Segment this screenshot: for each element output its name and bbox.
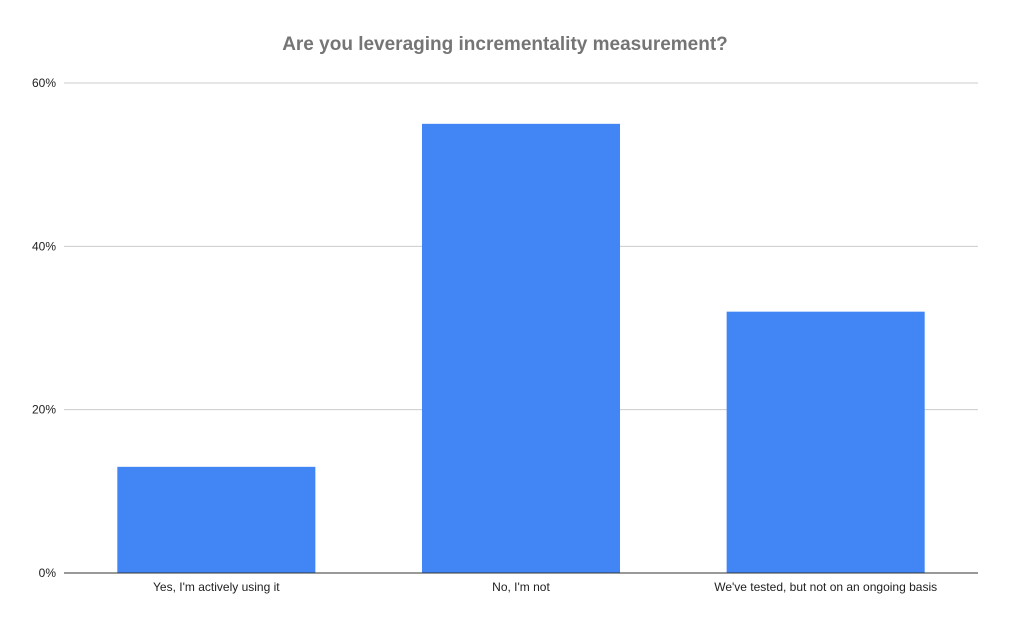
chart-title: Are you leveraging incrementality measur… <box>282 34 728 55</box>
bar <box>421 123 621 573</box>
x-tick-label: No, I'm not <box>492 580 550 594</box>
y-axis-tick-labels: 0% 20% 40% 60% <box>32 76 56 580</box>
x-axis-category-labels: Yes, I'm actively using it No, I'm not We'… <box>153 580 937 594</box>
y-tick-label: 20% <box>32 403 56 417</box>
y-tick-label: 0% <box>39 566 57 580</box>
bar <box>726 311 925 573</box>
x-tick-label: We've tested, but not on an ongoing basi… <box>714 580 937 594</box>
bars <box>117 123 925 573</box>
y-tick-label: 60% <box>32 76 56 90</box>
x-tick-label: Yes, I'm actively using it <box>153 580 280 594</box>
bar <box>117 466 316 573</box>
y-tick-label: 40% <box>32 239 56 253</box>
